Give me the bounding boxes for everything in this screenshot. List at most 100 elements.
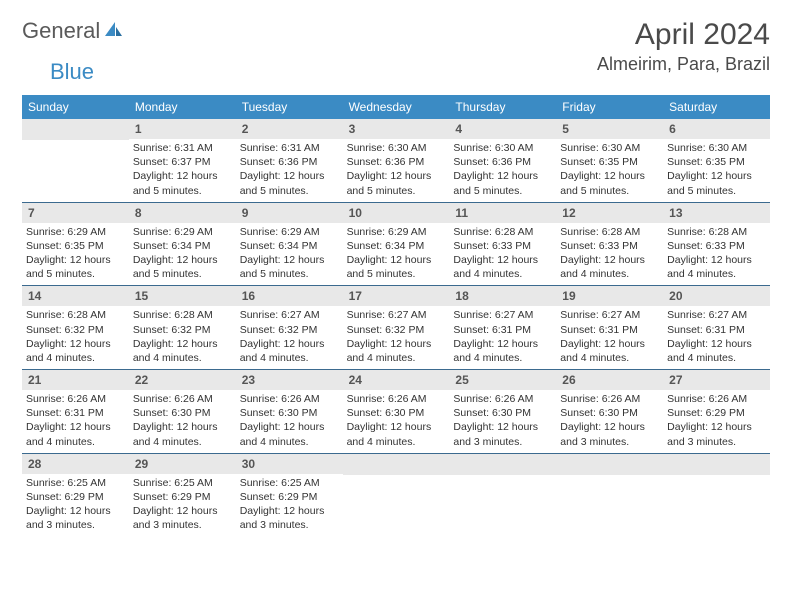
daylight-text: Daylight: 12 hours and 4 minutes. xyxy=(347,420,446,448)
empty-day-header xyxy=(556,454,663,475)
daylight-text: Daylight: 12 hours and 5 minutes. xyxy=(453,169,552,197)
sunrise-text: Sunrise: 6:27 AM xyxy=(560,308,659,322)
day-number: 9 xyxy=(236,203,343,223)
daylight-text: Daylight: 12 hours and 4 minutes. xyxy=(667,337,766,365)
empty-day-header xyxy=(22,119,129,140)
sunrise-text: Sunrise: 6:28 AM xyxy=(667,225,766,239)
day-number: 15 xyxy=(129,286,236,306)
calendar-cell: 9Sunrise: 6:29 AMSunset: 6:34 PMDaylight… xyxy=(236,203,343,286)
calendar-cell: 19Sunrise: 6:27 AMSunset: 6:31 PMDayligh… xyxy=(556,286,663,369)
calendar-cell: 23Sunrise: 6:26 AMSunset: 6:30 PMDayligh… xyxy=(236,370,343,453)
sunrise-text: Sunrise: 6:27 AM xyxy=(453,308,552,322)
day-details: Sunrise: 6:30 AMSunset: 6:35 PMDaylight:… xyxy=(663,139,770,202)
day-details: Sunrise: 6:31 AMSunset: 6:37 PMDaylight:… xyxy=(129,139,236,202)
sunrise-text: Sunrise: 6:25 AM xyxy=(133,476,232,490)
day-details: Sunrise: 6:29 AMSunset: 6:34 PMDaylight:… xyxy=(129,223,236,286)
day-details: Sunrise: 6:26 AMSunset: 6:30 PMDaylight:… xyxy=(343,390,450,453)
day-number: 4 xyxy=(449,119,556,139)
weekday-header: Monday xyxy=(129,95,236,119)
calendar-cell: 11Sunrise: 6:28 AMSunset: 6:33 PMDayligh… xyxy=(449,203,556,286)
sunrise-text: Sunrise: 6:29 AM xyxy=(133,225,232,239)
day-details: Sunrise: 6:27 AMSunset: 6:31 PMDaylight:… xyxy=(449,306,556,369)
day-number: 5 xyxy=(556,119,663,139)
calendar-cell: 30Sunrise: 6:25 AMSunset: 6:29 PMDayligh… xyxy=(236,454,343,537)
sunrise-text: Sunrise: 6:28 AM xyxy=(26,308,125,322)
calendar-cell: 20Sunrise: 6:27 AMSunset: 6:31 PMDayligh… xyxy=(663,286,770,369)
sunset-text: Sunset: 6:31 PM xyxy=(26,406,125,420)
calendar-cell: 18Sunrise: 6:27 AMSunset: 6:31 PMDayligh… xyxy=(449,286,556,369)
daylight-text: Daylight: 12 hours and 3 minutes. xyxy=(26,504,125,532)
day-details: Sunrise: 6:29 AMSunset: 6:34 PMDaylight:… xyxy=(236,223,343,286)
sunrise-text: Sunrise: 6:29 AM xyxy=(26,225,125,239)
daylight-text: Daylight: 12 hours and 5 minutes. xyxy=(240,253,339,281)
day-number: 28 xyxy=(22,454,129,474)
daylight-text: Daylight: 12 hours and 5 minutes. xyxy=(347,169,446,197)
calendar-cell: 21Sunrise: 6:26 AMSunset: 6:31 PMDayligh… xyxy=(22,370,129,453)
day-details: Sunrise: 6:26 AMSunset: 6:30 PMDaylight:… xyxy=(236,390,343,453)
calendar-cell: 6Sunrise: 6:30 AMSunset: 6:35 PMDaylight… xyxy=(663,119,770,202)
calendar-cell: 26Sunrise: 6:26 AMSunset: 6:30 PMDayligh… xyxy=(556,370,663,453)
day-details: Sunrise: 6:30 AMSunset: 6:36 PMDaylight:… xyxy=(343,139,450,202)
daylight-text: Daylight: 12 hours and 5 minutes. xyxy=(560,169,659,197)
calendar-cell: 28 Sunrise: 6:25 AMSunset: 6:29 PMDayligh… xyxy=(22,454,129,537)
sunrise-text: Sunrise: 6:26 AM xyxy=(133,392,232,406)
logo-text-blue: Blue xyxy=(50,59,94,84)
daylight-text: Daylight: 12 hours and 5 minutes. xyxy=(240,169,339,197)
day-number: 12 xyxy=(556,203,663,223)
sunset-text: Sunset: 6:30 PM xyxy=(240,406,339,420)
sunset-text: Sunset: 6:35 PM xyxy=(26,239,125,253)
calendar-cell: 22Sunrise: 6:26 AMSunset: 6:30 PMDayligh… xyxy=(129,370,236,453)
calendar-cell: 2Sunrise: 6:31 AMSunset: 6:36 PMDaylight… xyxy=(236,119,343,202)
sunrise-text: Sunrise: 6:26 AM xyxy=(453,392,552,406)
day-number: 2 xyxy=(236,119,343,139)
calendar-cell xyxy=(449,454,556,537)
sunrise-text: Sunrise: 6:26 AM xyxy=(347,392,446,406)
day-number: 18 xyxy=(449,286,556,306)
daylight-text: Daylight: 12 hours and 3 minutes. xyxy=(667,420,766,448)
logo-text-general: General xyxy=(22,18,100,44)
day-number: 21 xyxy=(22,370,129,390)
sunset-text: Sunset: 6:33 PM xyxy=(667,239,766,253)
sunset-text: Sunset: 6:29 PM xyxy=(26,490,125,504)
sunset-text: Sunset: 6:30 PM xyxy=(560,406,659,420)
calendar-week-row: 28Sunrise: 6:25 AMSunset: 6:29 PMDayligh… xyxy=(22,453,770,537)
day-details: Sunrise: 6:28 AMSunset: 6:33 PMDaylight:… xyxy=(449,223,556,286)
sunset-text: Sunset: 6:30 PM xyxy=(133,406,232,420)
day-details: Sunrise: 6:31 AMSunset: 6:36 PMDaylight:… xyxy=(236,139,343,202)
sunrise-text: Sunrise: 6:29 AM xyxy=(347,225,446,239)
day-details: Sunrise: 6:27 AMSunset: 6:31 PMDaylight:… xyxy=(556,306,663,369)
sunrise-text: Sunrise: 6:26 AM xyxy=(26,392,125,406)
calendar-cell: 25 Sunrise: 6:26 AMSunset: 6:30 PMDayligh… xyxy=(449,370,556,453)
day-number: 10 xyxy=(343,203,450,223)
day-number: 26 xyxy=(556,370,663,390)
day-details: Sunrise: 6:30 AMSunset: 6:36 PMDaylight:… xyxy=(449,139,556,202)
day-details: Sunrise: 6:27 AMSunset: 6:32 PMDaylight:… xyxy=(343,306,450,369)
calendar-cell xyxy=(22,119,129,202)
sunset-text: Sunset: 6:35 PM xyxy=(560,155,659,169)
daylight-text: Daylight: 12 hours and 5 minutes. xyxy=(667,169,766,197)
location-text: Almeirim, Para, Brazil xyxy=(597,54,770,75)
sunset-text: Sunset: 6:32 PM xyxy=(240,323,339,337)
calendar-cell: 29Sunrise: 6:25 AMSunset: 6:29 PMDayligh… xyxy=(129,454,236,537)
day-number: 13 xyxy=(663,203,770,223)
calendar-cell: 14Sunrise: 6:28 AMSunset: 6:32 PMDayligh… xyxy=(22,286,129,369)
sunset-text: Sunset: 6:34 PM xyxy=(133,239,232,253)
calendar-cell: 16Sunrise: 6:27 AMSunset: 6:32 PMDayligh… xyxy=(236,286,343,369)
day-details: Sunrise: 6:26 AMSunset: 6:29 PMDaylight:… xyxy=(663,390,770,453)
daylight-text: Daylight: 12 hours and 3 minutes. xyxy=(453,420,552,448)
sunset-text: Sunset: 6:33 PM xyxy=(453,239,552,253)
day-details: Sunrise: 6:30 AMSunset: 6:35 PMDaylight:… xyxy=(556,139,663,202)
weekday-header: Sunday xyxy=(22,95,129,119)
logo-sail-icon xyxy=(103,20,123,43)
title-block: April 2024 Almeirim, Para, Brazil xyxy=(597,18,770,75)
sunrise-text: Sunrise: 6:26 AM xyxy=(667,392,766,406)
day-number: 30 xyxy=(236,454,343,474)
calendar-cell xyxy=(556,454,663,537)
empty-day-header xyxy=(343,454,450,475)
sunset-text: Sunset: 6:30 PM xyxy=(453,406,552,420)
sunrise-text: Sunrise: 6:30 AM xyxy=(453,141,552,155)
sunrise-text: Sunrise: 6:25 AM xyxy=(26,476,125,490)
day-number: 22 xyxy=(129,370,236,390)
day-number: 25 xyxy=(449,370,556,390)
sunset-text: Sunset: 6:36 PM xyxy=(240,155,339,169)
